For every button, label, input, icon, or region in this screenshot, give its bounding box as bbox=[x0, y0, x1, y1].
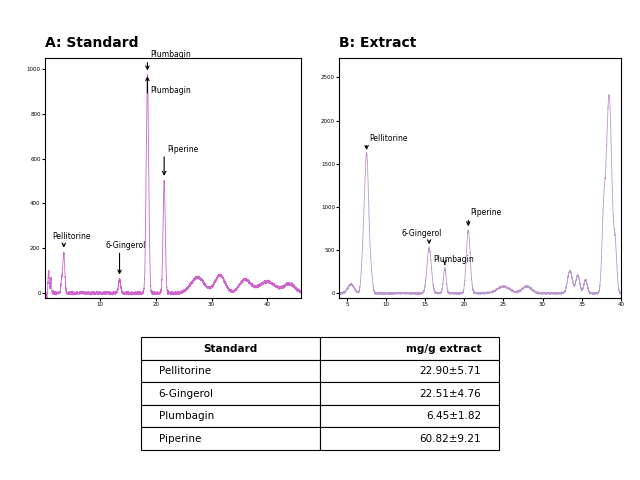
Text: Piperine: Piperine bbox=[167, 144, 198, 154]
Text: A: Standard: A: Standard bbox=[45, 36, 138, 50]
Text: Plumbagin: Plumbagin bbox=[433, 255, 474, 264]
Text: Pellitorine: Pellitorine bbox=[369, 134, 408, 143]
Text: B: Extract: B: Extract bbox=[339, 36, 417, 50]
Text: Pellitorine: Pellitorine bbox=[52, 232, 91, 241]
Text: Piperine: Piperine bbox=[470, 208, 502, 217]
Text: Plumbagin: Plumbagin bbox=[150, 50, 191, 60]
Text: 6-Gingerol: 6-Gingerol bbox=[106, 241, 146, 250]
Text: 6-Gingerol: 6-Gingerol bbox=[402, 229, 442, 238]
Text: Plumbagin: Plumbagin bbox=[150, 86, 191, 96]
